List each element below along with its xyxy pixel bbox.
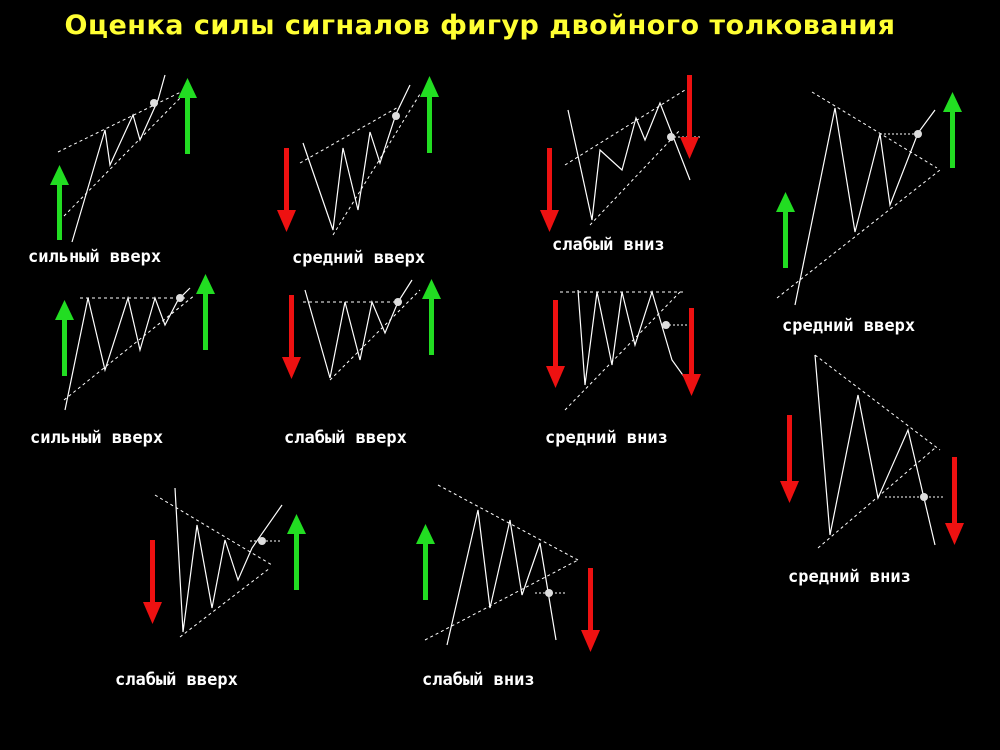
- panel-8-pattern: [814, 354, 945, 549]
- panel-2-up-arrow: [420, 76, 439, 153]
- panel-2-down-arrow: [277, 148, 296, 232]
- panel-9-label: слабый вверх: [115, 670, 238, 690]
- panel-6-label: слабый вверх: [284, 428, 407, 448]
- panel-1-up-arrow-right: [178, 78, 197, 154]
- panel-9-down-arrow: [143, 540, 162, 624]
- panel-3-pattern: [564, 89, 700, 226]
- panel-6-pattern: [303, 279, 421, 381]
- panel-1-pattern: [57, 74, 189, 243]
- panel-2-label: средний вверх: [292, 248, 426, 268]
- panel-10-up-arrow: [416, 524, 435, 600]
- panel-6-up-arrow: [422, 279, 441, 355]
- panel-10-pattern: [424, 484, 579, 646]
- panel-8-down-arrow-left: [780, 415, 799, 503]
- panel-7-label: средний вниз: [545, 428, 668, 448]
- page-title: Оценка силы сигналов фигур двойного толк…: [64, 10, 896, 41]
- panel-9-pattern: [154, 487, 283, 638]
- panel-4-up-arrow-left: [776, 192, 795, 268]
- panel-4-label: средний вверх: [782, 316, 916, 336]
- panel-6-down-arrow: [282, 295, 301, 379]
- panel-1-label: сильный вверх: [28, 247, 162, 267]
- panel-2-pattern: [299, 84, 421, 236]
- panel-4-pattern: [776, 91, 941, 306]
- panel-5-up-arrow-right: [196, 274, 215, 350]
- panel-8-down-arrow-right: [945, 457, 964, 545]
- panel-5-pattern: [63, 287, 196, 411]
- panel-7-pattern: [560, 289, 691, 411]
- panel-3-down-arrow-right: [680, 75, 699, 159]
- panel-9-up-arrow: [287, 514, 306, 590]
- panel-10-down-arrow: [581, 568, 600, 652]
- panel-10-label: слабый вниз: [422, 670, 535, 690]
- panel-3-label: слабый вниз: [552, 235, 665, 255]
- panel-4-up-arrow-right: [943, 92, 962, 168]
- panel-7-down-arrow-right: [682, 308, 701, 396]
- panel-3-down-arrow-left: [540, 148, 559, 232]
- panel-5-label: сильный вверх: [30, 428, 164, 448]
- panel-1-up-arrow-left: [50, 165, 69, 240]
- panel-7-down-arrow-left: [546, 300, 565, 388]
- panel-5-up-arrow-left: [55, 300, 74, 376]
- panel-8-label: средний вниз: [788, 567, 911, 587]
